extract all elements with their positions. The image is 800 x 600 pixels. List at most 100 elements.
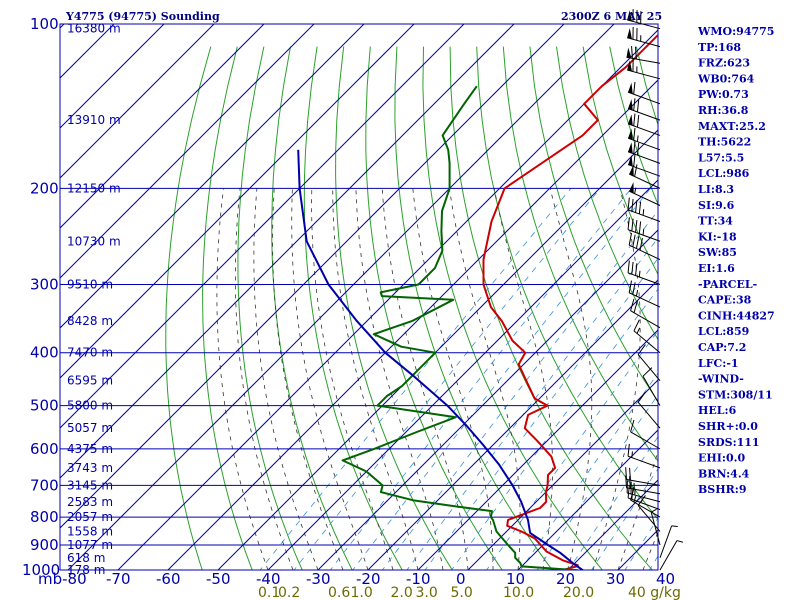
mixing-ratio-label: 10.0 [503,585,534,600]
wind-barb [628,232,661,260]
dry-adiabat [303,46,403,570]
index-entry: BSHR:9 [698,483,747,496]
moist-adiabat [549,188,593,570]
mixing-ratio-label: 20.0 [563,585,594,600]
barb-half [631,451,633,458]
temperature-label: 0 [456,570,466,588]
barb-feather [627,260,630,273]
barb-feather [630,298,635,311]
mixing-ratio-label: 5.0 [451,585,473,600]
mixing-ratio-label: 0.6 [328,585,350,600]
height-label: 8428 m [67,314,113,328]
dry-adiabat [529,46,658,403]
barb-staff [633,330,661,354]
wind-barb [628,182,661,206]
barb-feather [627,217,630,230]
index-entry: -WIND- [698,373,744,386]
barb-staff [628,244,661,260]
index-entry: -PARCEL- [698,278,757,291]
height-label: 4375 m [67,442,113,456]
barb-staff [626,479,661,486]
pressure-label: 600 [30,440,59,458]
barb-flag [627,60,632,72]
barb-flag [627,10,632,22]
barb-feather [634,46,637,60]
barb-staff [650,512,661,546]
height-label: 618 m [67,551,105,565]
isotherm [60,24,465,429]
index-entry: TT:34 [698,215,733,228]
isotherm [467,379,658,570]
mixing-ratio-label: 2.0 [391,585,413,600]
barb-staff [630,431,661,450]
barb-staff [627,229,661,242]
temperature-label: 10 [506,570,525,588]
barb-flag [629,164,634,177]
height-label: 12150 m [67,181,121,195]
barb-staff [626,487,661,495]
wind-barb [627,197,661,222]
wind-barb [637,495,661,532]
moist-adiabat [493,188,553,570]
barb-feather [627,197,630,210]
barb-feather [633,141,636,154]
barb-feather [630,419,635,433]
barb-half [650,508,657,513]
height-label: 5057 m [67,421,113,435]
dry-adiabat [476,46,658,521]
barb-flag [628,82,633,94]
barb-flag [628,114,633,126]
barb-half [636,327,641,334]
mixing-ratio-line [329,188,632,570]
isotherm [567,479,658,570]
wind-barb [650,508,661,546]
index-entry: SRDS:111 [698,436,760,449]
barb-feather [638,221,642,234]
wind-barb [642,367,661,406]
index-entry: CAP:7.2 [698,341,746,354]
dew-point-line [341,85,578,570]
height-labels: 16380 m 13910 m 12150 m 10730 m 9510 m 8428 m… [67,22,121,577]
index-entry: EI:1.6 [698,262,735,275]
height-label: 3743 m [67,461,113,475]
wind-barb [630,298,661,329]
grid-lines [59,23,659,571]
barb-feather [637,391,646,403]
index-entry: LCL:986 [698,167,750,180]
isotherm [367,279,658,570]
index-entry: RH:36.8 [698,104,749,117]
barb-feather [633,98,636,111]
temperature-label: 20 [556,570,575,588]
barb-staff [637,401,661,429]
wind-barbs [625,9,684,571]
series-clip [297,33,658,570]
barb-feather [630,488,635,501]
height-label: 10730 m [67,234,121,248]
dry-adiabat [237,46,303,570]
wind-barb [627,81,661,105]
wind-barb [627,141,661,164]
barb-half [635,289,639,297]
barb-feather [635,236,640,249]
height-label: 5800 m [67,399,113,413]
wind-barb [630,488,661,518]
barb-flag [628,99,633,111]
wind-barb [626,46,661,64]
barb-feather [634,164,638,177]
sounding-traces [297,33,658,570]
wind-barb [637,391,661,429]
isotherm [60,24,565,529]
wind-barb [637,344,661,381]
isotherm [217,129,658,570]
height-label: 9510 m [67,278,113,292]
barb-feather [638,201,642,215]
dry-adiabat [582,46,658,276]
height-label: 2057 m [67,510,113,524]
wind-barb [627,127,661,151]
barb-feather [633,127,636,141]
barb-flag [629,182,634,194]
barb-feather [637,344,646,355]
height-label: 1077 m [67,538,113,552]
index-entry: LCL:859 [698,325,749,338]
barb-staff [627,455,661,469]
